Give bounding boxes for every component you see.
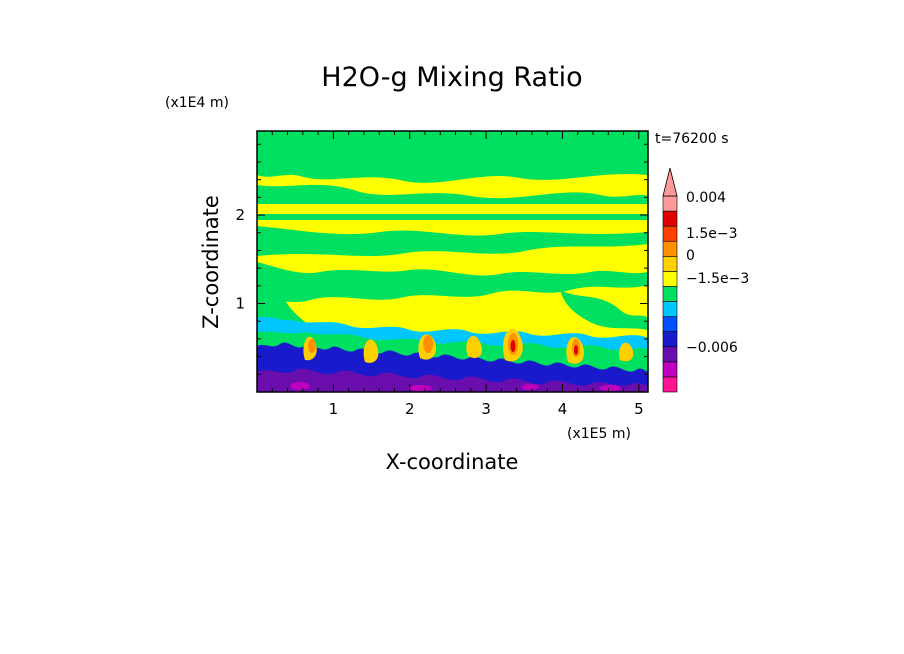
colorbar-swatch xyxy=(662,346,678,363)
x-tick-label: 4 xyxy=(558,400,568,418)
colorbar-swatch xyxy=(662,301,678,317)
x-unit-label: (x1E5 m) xyxy=(567,426,631,442)
contour-field xyxy=(257,131,648,392)
colorbar-swatch xyxy=(662,316,678,332)
colorbar-swatch xyxy=(662,376,678,393)
colorbar-extend-arrow xyxy=(662,167,678,197)
colorbar-swatch xyxy=(662,195,678,212)
magenta-specks xyxy=(290,382,621,391)
y-unit-label: (x1E4 m) xyxy=(165,95,229,111)
colorbar-label: 0 xyxy=(686,248,695,264)
x-axis-ticks: 1 2 3 4 5 xyxy=(271,131,644,418)
upper-green-layer xyxy=(257,131,648,330)
colorbar-swatch xyxy=(662,361,678,378)
y-axis-label: Z-coordinate xyxy=(199,195,223,329)
plot-frame xyxy=(256,130,649,393)
colorbar-label: 1.5e−3 xyxy=(686,226,738,242)
purple-layer xyxy=(257,368,648,392)
colorbar-swatch xyxy=(662,225,678,242)
y-tick-label: 2 xyxy=(235,206,245,224)
y-axis-ticks: 12 xyxy=(235,143,648,375)
plumes xyxy=(303,328,634,364)
colorbar-swatch xyxy=(662,271,678,287)
x-tick-label: 5 xyxy=(634,400,644,418)
colorbar-swatch xyxy=(662,210,678,227)
colorbar-label: −0.006 xyxy=(686,340,738,356)
colorbar-swatch xyxy=(662,331,678,348)
y-tick-label: 1 xyxy=(235,295,245,313)
time-label: t=76200 s xyxy=(655,131,729,147)
colorbar-swatch xyxy=(662,240,678,257)
x-tick-label: 3 xyxy=(481,400,491,418)
chart-title: H2O-g Mixing Ratio xyxy=(321,62,582,93)
x-tick-label: 2 xyxy=(405,400,415,418)
colorbar-label: 0.004 xyxy=(686,190,726,206)
colorbar: 0.004 1.5e−3 0 −1.5e−3 −0.006 xyxy=(662,167,749,393)
colorbar-swatch xyxy=(662,286,678,302)
colorbar-swatch xyxy=(662,256,678,272)
x-axis-label: X-coordinate xyxy=(386,450,519,474)
colorbar-label: −1.5e−3 xyxy=(686,271,749,287)
x-tick-label: 1 xyxy=(329,400,339,418)
